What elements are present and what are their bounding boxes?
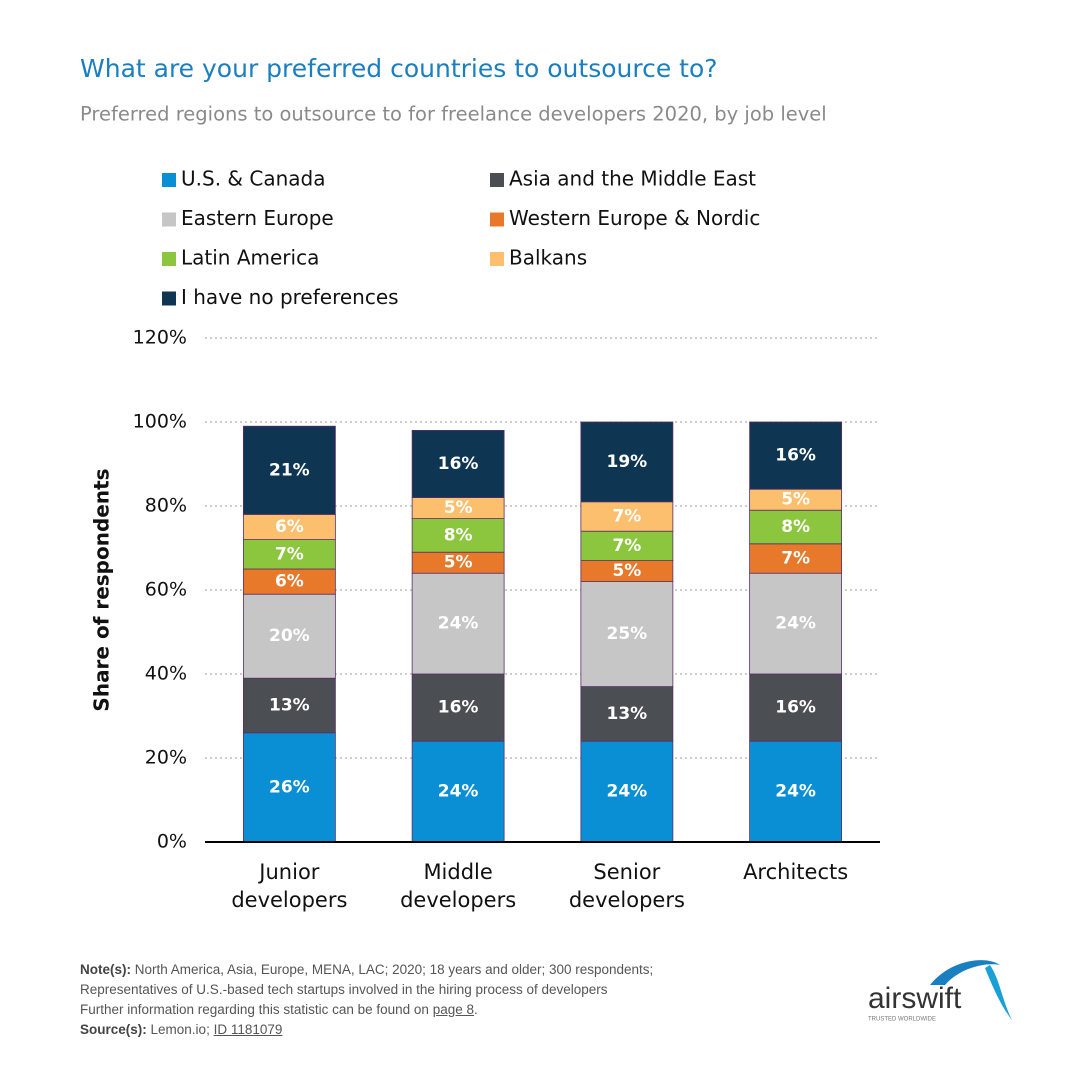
- y-axis-title: Share of respondents: [90, 468, 114, 711]
- note-label: Note(s):: [80, 962, 131, 977]
- value-label: 16%: [775, 446, 816, 466]
- legend-swatch: [490, 212, 504, 227]
- logo-tagline: TRUSTED WORLDWIDE: [868, 1017, 936, 1023]
- legend-label: U.S. & Canada: [181, 167, 325, 191]
- y-tick-label: 20%: [145, 747, 187, 769]
- bar-segment: [749, 740, 843, 843]
- logo-name: airswift: [868, 982, 962, 1015]
- value-label: 5%: [612, 561, 641, 581]
- source: Source(s): Lemon.io; ID 1181079: [80, 1020, 653, 1040]
- value-label: 6%: [275, 572, 304, 592]
- value-label: 5%: [444, 553, 473, 573]
- value-label: 19%: [607, 452, 648, 472]
- legend-label: Latin America: [181, 246, 319, 270]
- legend-label: Balkans: [509, 246, 587, 270]
- y-tick-label: 80%: [145, 495, 187, 517]
- value-label: 21%: [269, 460, 310, 480]
- bar-segment: [580, 686, 674, 742]
- legend-label: Eastern Europe: [181, 206, 334, 230]
- value-label: 16%: [438, 698, 479, 718]
- y-tick-label: 100%: [133, 411, 187, 433]
- bar-segment: [242, 514, 336, 541]
- bar-segment: [749, 543, 843, 574]
- value-label: 7%: [781, 549, 810, 569]
- bar-segment: [242, 593, 336, 679]
- x-tick-label: Senior developers: [568, 860, 685, 912]
- value-label: 8%: [444, 525, 473, 545]
- value-label: 25%: [607, 624, 648, 644]
- value-label: 7%: [275, 544, 304, 564]
- source-text: Lemon.io;: [150, 1022, 210, 1037]
- value-label: 24%: [775, 782, 816, 802]
- bar-segment: [749, 673, 843, 742]
- value-label: 16%: [775, 698, 816, 718]
- chart-title: What are your preferred countries to out…: [80, 54, 718, 83]
- footer: Note(s): North America, Asia, Europe, ME…: [80, 960, 653, 1040]
- value-label: 13%: [269, 696, 310, 716]
- bar-segment: [749, 421, 843, 490]
- value-label: 13%: [607, 704, 648, 724]
- bar-segment: [411, 572, 505, 675]
- y-tick-label: 120%: [133, 327, 187, 349]
- legend-swatch: [162, 173, 176, 187]
- bar-segment: [411, 429, 505, 498]
- further-info: Further information regarding this stati…: [80, 1000, 653, 1020]
- y-tick-label: 0%: [157, 831, 187, 853]
- note-line: North America, Asia, Europe, MENA, LAC; …: [134, 962, 654, 977]
- bar-segment: [580, 501, 674, 532]
- value-label: 16%: [438, 454, 479, 474]
- bar-segment: [580, 421, 674, 503]
- bar-segment: [242, 732, 336, 843]
- note: Note(s): North America, Asia, Europe, ME…: [80, 960, 653, 980]
- value-label: 5%: [444, 498, 473, 518]
- bar-segment: [749, 509, 843, 545]
- legend-label: Asia and the Middle East: [509, 167, 756, 191]
- value-label: 24%: [775, 614, 816, 634]
- bar-segment: [242, 677, 336, 734]
- bar-segment: [580, 530, 674, 562]
- legend-swatch: [162, 212, 176, 227]
- y-tick-label: 60%: [145, 579, 187, 601]
- value-label: 7%: [612, 536, 641, 556]
- chart-subtitle: Preferred regions to outsource to for fr…: [80, 103, 827, 126]
- value-label: 5%: [781, 490, 810, 510]
- y-tick-label: 40%: [145, 663, 187, 685]
- source-id[interactable]: ID 1181079: [213, 1022, 283, 1037]
- legend-swatch: [490, 173, 504, 187]
- legend-label: Western Europe & Nordic: [509, 206, 760, 230]
- bar-segment: [242, 425, 336, 515]
- bar-segment: [242, 568, 336, 595]
- bar-segment: [749, 572, 843, 675]
- note-line: Representatives of U.S.-based tech start…: [80, 982, 608, 997]
- value-label: 24%: [438, 614, 479, 634]
- legend-swatch: [162, 291, 176, 306]
- value-label: 6%: [275, 517, 304, 537]
- x-tick-label: Middle developers: [400, 860, 517, 912]
- legend-swatch: [162, 252, 176, 266]
- value-label: 20%: [269, 626, 310, 646]
- source-label: Source(s):: [80, 1022, 147, 1037]
- logo-swoosh: [930, 960, 1000, 985]
- x-tick-label: Architects: [743, 860, 849, 884]
- x-tick-label: Junior developers: [231, 860, 348, 912]
- bar-segment: [411, 740, 505, 843]
- value-label: 8%: [781, 517, 810, 537]
- legend-label: I have no preferences: [181, 285, 399, 309]
- page-link[interactable]: page 8: [432, 1002, 474, 1017]
- value-label: 7%: [612, 507, 641, 527]
- further-info-text: Further information regarding this stati…: [80, 1002, 429, 1017]
- value-label: 24%: [438, 782, 479, 802]
- further-info-end: .: [474, 1002, 478, 1017]
- value-label: 24%: [607, 782, 648, 802]
- value-label: 26%: [269, 777, 310, 797]
- bar-segment: [580, 581, 674, 687]
- legend-swatch: [490, 252, 504, 266]
- bar-segment: [580, 740, 674, 843]
- logo-swoosh: [985, 965, 1012, 1020]
